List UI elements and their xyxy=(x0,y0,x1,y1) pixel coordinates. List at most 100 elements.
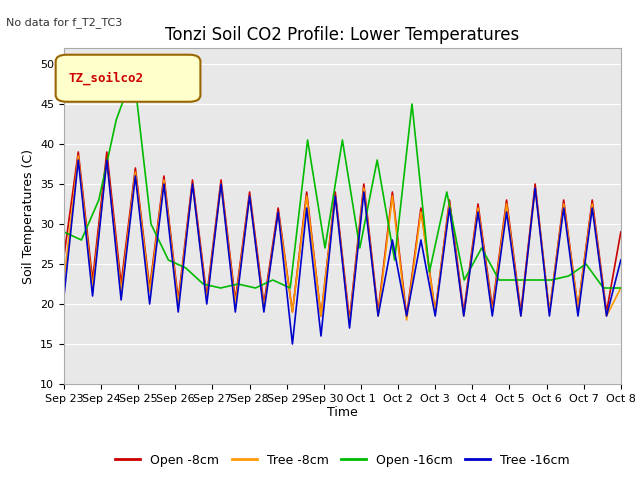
Open -8cm xyxy=(431,309,439,315)
Tree -16cm xyxy=(488,313,496,319)
Tree -8cm xyxy=(275,209,282,215)
Tree -8cm xyxy=(360,185,367,191)
Tree -16cm xyxy=(289,341,296,347)
Tree -8cm xyxy=(317,313,325,319)
Open -8cm xyxy=(488,305,496,311)
Open -16cm xyxy=(600,285,607,291)
Tree -16cm xyxy=(603,313,611,319)
Tree -16cm xyxy=(417,237,425,243)
Tree -8cm xyxy=(417,209,425,215)
Tree -16cm xyxy=(388,237,396,243)
Tree -8cm xyxy=(474,205,482,211)
Open -8cm xyxy=(517,309,525,315)
Tree -8cm xyxy=(488,309,496,315)
Y-axis label: Soil Temperatures (C): Soil Temperatures (C) xyxy=(22,148,35,284)
Tree -8cm xyxy=(431,309,439,315)
Tree -8cm xyxy=(617,285,625,291)
Tree -8cm xyxy=(603,313,611,319)
Open -16cm xyxy=(200,281,207,287)
Open -8cm xyxy=(303,189,310,195)
Tree -8cm xyxy=(103,157,111,163)
Tree -8cm xyxy=(332,193,339,199)
Open -8cm xyxy=(275,205,282,211)
Tree -8cm xyxy=(303,193,310,199)
Legend: Open -8cm, Tree -8cm, Open -16cm, Tree -16cm: Open -8cm, Tree -8cm, Open -16cm, Tree -… xyxy=(110,449,575,472)
Open -16cm xyxy=(217,285,225,291)
Tree -8cm xyxy=(289,309,296,315)
Open -16cm xyxy=(426,269,433,275)
Open -8cm xyxy=(174,297,182,303)
Tree -8cm xyxy=(517,313,525,319)
Open -8cm xyxy=(160,173,168,179)
Open -16cm xyxy=(460,277,468,283)
Open -16cm xyxy=(60,229,68,235)
Open -8cm xyxy=(189,177,196,183)
Tree -16cm xyxy=(132,173,140,179)
Open -16cm xyxy=(113,117,120,123)
Tree -16cm xyxy=(460,313,468,319)
Open -16cm xyxy=(77,237,85,243)
Text: TZ_soilco2: TZ_soilco2 xyxy=(68,72,143,85)
Open -8cm xyxy=(146,285,154,291)
Open -16cm xyxy=(269,277,276,283)
Tree -16cm xyxy=(574,313,582,319)
Tree -8cm xyxy=(174,301,182,307)
Tree -8cm xyxy=(132,169,140,175)
Title: Tonzi Soil CO2 Profile: Lower Temperatures: Tonzi Soil CO2 Profile: Lower Temperatur… xyxy=(165,25,520,44)
Open -16cm xyxy=(95,197,102,203)
Tree -8cm xyxy=(560,201,568,207)
Tree -16cm xyxy=(60,293,68,299)
FancyBboxPatch shape xyxy=(56,55,200,102)
Tree -16cm xyxy=(445,205,453,211)
Open -8cm xyxy=(117,281,125,287)
Tree -16cm xyxy=(103,157,111,163)
Open -8cm xyxy=(246,189,253,195)
Tree -8cm xyxy=(89,285,97,291)
Open -16cm xyxy=(356,245,364,251)
Open -16cm xyxy=(582,261,590,267)
Open -16cm xyxy=(513,277,520,283)
Open -8cm xyxy=(217,177,225,183)
Tree -16cm xyxy=(517,313,525,319)
Open -8cm xyxy=(60,253,68,259)
Tree -8cm xyxy=(217,181,225,187)
Open -8cm xyxy=(332,189,339,195)
Tree -8cm xyxy=(232,301,239,307)
Open -8cm xyxy=(317,313,325,319)
Tree -8cm xyxy=(531,185,539,191)
Tree -8cm xyxy=(146,289,154,295)
Open -16cm xyxy=(617,285,625,291)
Tree -16cm xyxy=(117,297,125,303)
Open -16cm xyxy=(391,257,399,263)
Open -16cm xyxy=(547,277,555,283)
Open -8cm xyxy=(388,189,396,195)
Open -8cm xyxy=(232,297,239,303)
Open -16cm xyxy=(182,265,189,271)
Open -16cm xyxy=(286,285,294,291)
Tree -8cm xyxy=(203,297,211,303)
Tree -8cm xyxy=(574,305,582,311)
Open -8cm xyxy=(417,205,425,211)
Open -8cm xyxy=(403,313,410,319)
Tree -16cm xyxy=(403,313,410,319)
Open -8cm xyxy=(617,229,625,235)
Open -16cm xyxy=(564,273,572,279)
Open -8cm xyxy=(132,165,140,171)
Open -16cm xyxy=(147,221,155,227)
Open -8cm xyxy=(374,309,382,315)
Open -8cm xyxy=(74,149,82,155)
Open -8cm xyxy=(346,317,353,323)
Open -8cm xyxy=(560,197,568,203)
Tree -16cm xyxy=(617,257,625,263)
Tree -8cm xyxy=(445,201,453,207)
Tree -16cm xyxy=(317,333,325,339)
Tree -16cm xyxy=(346,325,353,331)
Tree -16cm xyxy=(189,181,196,187)
Open -8cm xyxy=(603,309,611,315)
Open -16cm xyxy=(477,245,485,251)
Tree -8cm xyxy=(403,317,410,323)
Open -16cm xyxy=(321,245,329,251)
Tree -16cm xyxy=(275,209,282,215)
Tree -8cm xyxy=(260,305,268,311)
Open -8cm xyxy=(574,305,582,311)
